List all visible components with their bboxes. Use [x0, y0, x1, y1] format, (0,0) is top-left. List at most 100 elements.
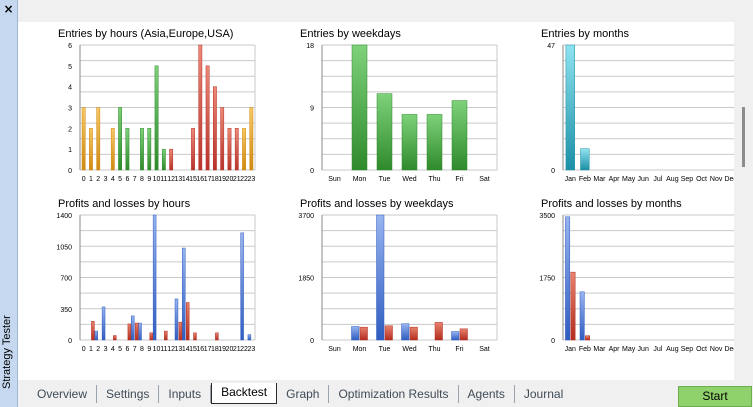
x-tick-label: 2	[96, 176, 100, 183]
x-tick-label: Oct	[696, 346, 707, 353]
y-tick-label: 1750	[539, 276, 555, 283]
x-tick-label: 22	[240, 346, 248, 353]
x-tick-label: 6	[125, 176, 129, 183]
x-tick-label: 16	[196, 346, 204, 353]
bar-6	[125, 128, 130, 171]
bar-jan-profit	[565, 216, 571, 341]
bar-jan	[565, 44, 575, 171]
bar-feb-profit	[579, 291, 585, 341]
bar-4	[110, 128, 115, 171]
x-tick-label: Sat	[479, 346, 490, 353]
bar-tue-loss	[384, 325, 393, 341]
x-tick-label: Jun	[638, 346, 649, 353]
bar-4-loss	[113, 335, 117, 341]
chart-svg-pl-weekdays: Profits and losses by weekdays 0 1850 3700 S…	[298, 198, 498, 353]
bar-16	[198, 44, 203, 171]
tab-inputs[interactable]: Inputs	[159, 385, 212, 403]
x-tick-label: Feb	[579, 176, 591, 183]
bar-23-profit	[247, 334, 252, 341]
bar-3-profit	[101, 306, 106, 341]
y-tick-label: 0	[68, 338, 72, 345]
bar-8	[140, 128, 144, 171]
x-tick-label: May	[622, 346, 636, 353]
x-tick-label: 11	[160, 176, 167, 183]
bar-feb-loss	[585, 335, 591, 341]
chart-title: Entries by months	[541, 28, 630, 40]
panel-title-vertical: Strategy Tester	[1, 269, 16, 389]
bar-fri-loss	[459, 328, 468, 341]
chart-title: Entries by hours (Asia,Europe,USA)	[58, 28, 233, 40]
x-tick-label: 0	[82, 176, 86, 183]
tab-agents[interactable]: Agents	[459, 385, 515, 403]
x-tick-label: 7	[133, 346, 137, 353]
bar-2	[96, 107, 101, 171]
y-tick-label: 5	[68, 64, 72, 71]
bar-9	[147, 128, 152, 171]
bar-7-loss	[134, 322, 139, 341]
x-tick-label: 1	[89, 346, 93, 353]
chart-pl-weekdays: Profits and losses by weekdays 0 1850 3700 S…	[292, 197, 512, 362]
tab-overview[interactable]: Overview	[28, 385, 98, 403]
x-tick-label: Nov	[710, 346, 723, 353]
bar-jan-loss	[570, 271, 576, 341]
bar-19	[220, 107, 225, 171]
bar-mon-profit	[351, 326, 360, 341]
chart-pl-hours: Profits and losses by hours 0 350 700 1050 14…	[50, 197, 270, 362]
chart-entries-hours: Entries by hours (Asia,Europe,USA) 0 1 2 3 4 5…	[50, 27, 270, 192]
start-button[interactable]: Start	[678, 386, 752, 407]
bottom-tab-bar: Overview Settings Inputs Backtest Graph Optim…	[18, 380, 753, 407]
x-tick-label: Wed	[402, 176, 416, 183]
x-tick-label: Mar	[593, 176, 606, 183]
x-tick-label: Jul	[653, 176, 662, 183]
y-tick-label: 3500	[539, 213, 555, 220]
bar-5	[118, 107, 122, 171]
tab-graph[interactable]: Graph	[277, 385, 330, 403]
bar-fri-profit	[451, 331, 460, 341]
x-tick-label: 20	[226, 346, 234, 353]
bar-17	[205, 65, 210, 171]
x-tick-label: Oct	[696, 176, 707, 183]
x-tick-label: 14	[182, 176, 190, 183]
bar-10-profit	[152, 214, 157, 341]
x-tick-label: 7	[133, 176, 137, 183]
y-tick-label: 2	[68, 126, 72, 133]
strategy-tester-sidebar: × Strategy Tester	[0, 0, 18, 407]
bar-13-loss	[178, 321, 183, 341]
chart-title: Profits and losses by hours	[58, 198, 191, 210]
bar-21	[234, 128, 239, 171]
bar-1-loss	[91, 321, 95, 341]
x-tick-label: Fri	[455, 346, 464, 353]
y-tick-label: 350	[60, 307, 72, 314]
bar-18-loss	[215, 332, 219, 341]
x-tick-label: 1	[89, 176, 93, 183]
y-tick-label: 9	[310, 106, 314, 113]
tab-journal[interactable]: Journal	[523, 387, 564, 401]
tab-backtest[interactable]: Backtest	[211, 382, 278, 404]
chart-svg-entries-months: Entries by months 0 47 Jan Feb Mar Apr May Jun Ju…	[541, 28, 739, 183]
x-tick-label: 8	[140, 176, 144, 183]
close-icon[interactable]: ×	[3, 2, 14, 16]
x-tick-label: May	[622, 176, 636, 183]
x-tick-label: 23	[247, 176, 255, 183]
y-tick-label: 0	[310, 168, 314, 175]
panel-title-label: Strategy Tester	[1, 315, 13, 389]
x-tick-label: Aug	[666, 346, 679, 353]
x-tick-label: 13	[175, 346, 183, 353]
x-tick-label: 17	[204, 176, 212, 183]
y-tick-label: 0	[68, 168, 72, 175]
bar-9-loss	[149, 332, 153, 341]
bar-feb	[580, 148, 590, 171]
bar-mon	[351, 44, 368, 171]
vertical-scrollbar[interactable]	[734, 22, 753, 380]
bar-22	[242, 128, 246, 171]
x-tick-label: 19	[218, 176, 226, 183]
x-tick-label: Apr	[609, 346, 621, 353]
bar-14-profit	[182, 247, 186, 341]
tab-optimization-results[interactable]: Optimization Results	[329, 385, 459, 403]
x-tick-label: Thu	[428, 346, 440, 353]
chart-svg-entries-weekdays: Entries by weekdays 0 9 18 Sun Mon Tue Wed Thu Fr…	[300, 28, 498, 183]
scrollbar-thumb[interactable]	[742, 107, 745, 167]
bar-15-loss	[193, 332, 197, 341]
x-tick-label: 4	[111, 346, 115, 353]
tab-settings[interactable]: Settings	[97, 385, 160, 403]
